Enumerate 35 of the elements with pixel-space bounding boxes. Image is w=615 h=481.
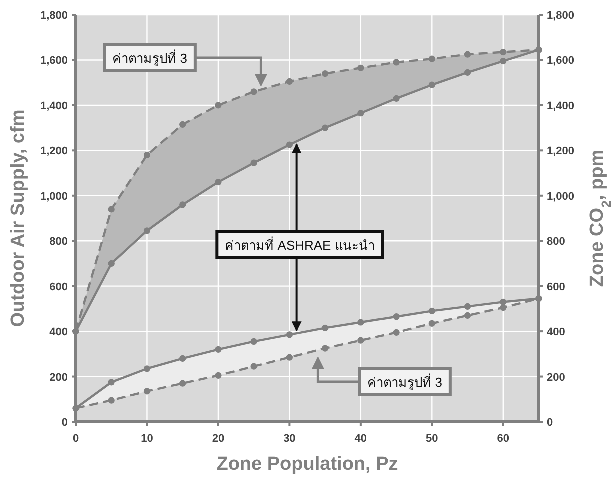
x-tick-label: 60 xyxy=(497,433,510,445)
y-tick-label: 1,000 xyxy=(40,190,68,203)
x-tick-label: 30 xyxy=(284,433,296,445)
y2-tick-label: 800 xyxy=(547,236,566,248)
y-axis-title: Outdoor Air Supply, cfm xyxy=(8,110,29,328)
y-tick-label: 1,400 xyxy=(40,100,68,112)
annotation: ค่าตามรูปที่ 3 xyxy=(112,50,188,67)
y-tick-label: 800 xyxy=(50,236,68,248)
y2-tick-label: 1,200 xyxy=(547,146,575,158)
y2-tick-label: 0 xyxy=(547,417,554,429)
y-tick-label: 1,200 xyxy=(40,146,68,158)
annotation: ค่าตามรูปที่ 3 xyxy=(103,44,268,87)
y2-tick-label: 1,800 xyxy=(547,10,575,22)
y2-tick-label: 1,000 xyxy=(547,190,575,203)
y-tick-label: 1,600 xyxy=(40,55,68,68)
x-tick-label: 10 xyxy=(141,433,154,445)
y2-tick-label: 1,400 xyxy=(547,100,575,112)
y-tick-label: 1,800 xyxy=(40,10,68,22)
annotation: ค่าตามที่ ASHRAE แนะนำ xyxy=(216,144,384,332)
y-tick-label: 400 xyxy=(50,326,68,339)
y2-tick-label: 200 xyxy=(547,372,566,384)
x-axis-title: Zone Population, Pz xyxy=(216,454,398,475)
x-tick-label: 40 xyxy=(354,433,368,445)
annotation: ค่าตามรูปที่ 3 xyxy=(368,374,442,391)
y2-tick-label: 1,600 xyxy=(547,55,575,68)
y2-tick-label: 600 xyxy=(547,281,566,294)
y2-tick-label: 400 xyxy=(547,326,566,339)
y-tick-label: 600 xyxy=(50,281,68,294)
annotation: ค่าตามรูปที่ 3 xyxy=(312,356,452,396)
x-tick-label: 50 xyxy=(426,433,438,445)
annotation: ค่าตามที่ ASHRAE แนะนำ xyxy=(225,237,375,253)
x-tick-label: 0 xyxy=(72,433,80,445)
y-tick-label: 200 xyxy=(50,372,68,384)
x-tick-label: 20 xyxy=(212,433,225,445)
y-tick-label: 0 xyxy=(62,417,68,429)
